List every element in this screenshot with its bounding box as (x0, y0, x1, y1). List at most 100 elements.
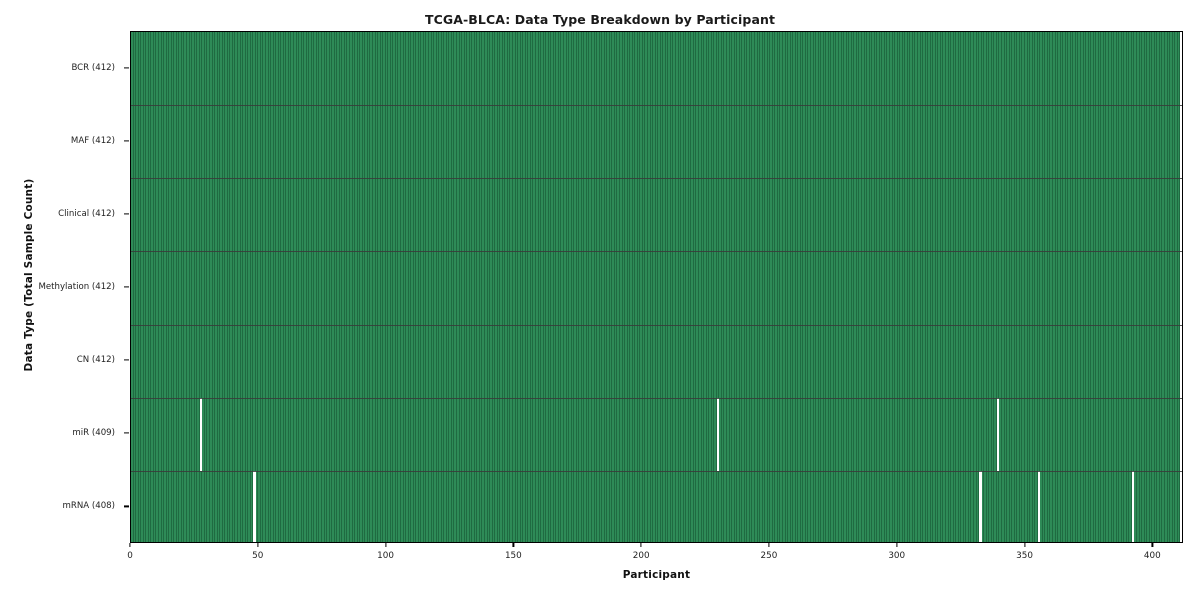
heatmap-cell-present (459, 251, 463, 325)
heatmap-cell-present (510, 178, 514, 252)
heatmap-cell-present (339, 178, 343, 252)
heatmap-cell-present (520, 251, 524, 325)
heatmap-cell-present (248, 178, 251, 252)
heatmap-cell-present (907, 32, 911, 106)
heatmap-cell-present (574, 105, 577, 179)
heatmap-cell-present (1042, 397, 1046, 471)
heatmap-cell-present (604, 324, 608, 398)
heatmap-cell-present (240, 397, 244, 471)
heatmap-cell-present (1050, 105, 1053, 179)
heatmap-cell-present (472, 470, 475, 542)
heatmap-cell-present (342, 105, 345, 179)
heatmap-cell-present (194, 397, 198, 471)
heatmap-cell-present (296, 32, 300, 106)
heatmap-cell-present (439, 397, 442, 471)
heatmap-cell-present (971, 178, 975, 252)
heatmap-cell-present (984, 251, 987, 325)
heatmap-cell-present (225, 251, 228, 325)
heatmap-cell-present (408, 178, 412, 252)
heatmap-cell-present (327, 397, 330, 471)
heatmap-cell-present (655, 397, 659, 471)
heatmap-cell-present (879, 251, 883, 325)
heatmap-cell-present (981, 397, 985, 471)
heatmap-cell-present (492, 324, 496, 398)
heatmap-cell-present (1075, 470, 1079, 542)
heatmap-cell-present (319, 397, 323, 471)
heatmap-cell-present (520, 397, 524, 471)
heatmap-cell-present (775, 251, 778, 325)
heatmap-cell-present (469, 251, 473, 325)
heatmap-cell-present (510, 397, 514, 471)
heatmap-cell-present (314, 251, 317, 325)
heatmap-cell-present (693, 105, 697, 179)
heatmap-cell-present (1096, 397, 1099, 471)
heatmap-cell-present (668, 178, 671, 252)
heatmap-cell-present (403, 470, 407, 542)
heatmap-cell-present (1175, 32, 1178, 106)
heatmap-cell-present (854, 324, 857, 398)
heatmap-cell-present (602, 178, 605, 252)
heatmap-cell-present (217, 397, 221, 471)
heatmap-cell-present (171, 324, 175, 398)
heatmap-cell-present (166, 397, 170, 471)
heatmap-cell-present (156, 324, 160, 398)
heatmap-cell-present (441, 470, 445, 542)
heatmap-cell-present (793, 105, 796, 179)
heatmap-cell-present (350, 470, 353, 542)
heatmap-cell-present (714, 470, 717, 542)
heatmap-cell-present (558, 251, 562, 325)
heatmap-cell-present (1040, 178, 1043, 252)
heatmap-cell-present (1014, 32, 1018, 106)
heatmap-cell-present (535, 324, 539, 398)
heatmap-cell-present (551, 105, 554, 179)
heatmap-cell-present (953, 251, 957, 325)
heatmap-cell-present (225, 105, 228, 179)
heatmap-cell-present (653, 324, 656, 398)
heatmap-cell-present (1035, 470, 1038, 542)
heatmap-cell-present (306, 251, 310, 325)
heatmap-cell-present (304, 178, 307, 252)
heatmap-cell-present (439, 324, 442, 398)
heatmap-cell-present (370, 105, 373, 179)
heatmap-cell-present (1147, 105, 1150, 179)
heatmap-cell-present (174, 105, 177, 179)
heatmap-cell-present (148, 470, 152, 542)
heatmap-cell-present (222, 470, 226, 542)
x-tick-label-350: 350 (1016, 551, 1033, 561)
heatmap-cell-present (670, 32, 674, 106)
heatmap-cell-present (798, 32, 801, 106)
heatmap-cell-present (831, 178, 834, 252)
heatmap-cell-present (836, 470, 840, 542)
heatmap-cell-present (131, 251, 134, 325)
heatmap-cell-present (1157, 251, 1160, 325)
heatmap-cell-present (421, 251, 424, 325)
heatmap-cell-present (900, 324, 903, 398)
heatmap-cell-present (632, 105, 636, 179)
heatmap-cell-present (360, 178, 363, 252)
heatmap-cell-present (788, 32, 791, 106)
heatmap-cell-present (161, 397, 165, 471)
heatmap-cell-present (946, 251, 949, 325)
heatmap-cell-present (187, 397, 190, 471)
heatmap-cell-present (548, 251, 552, 325)
heatmap-cell-present (413, 470, 417, 542)
heatmap-cell-present (686, 178, 689, 252)
heatmap-cell-present (984, 324, 987, 398)
heatmap-cell-present (586, 397, 590, 471)
heatmap-cell-present (910, 397, 913, 471)
heatmap-cell-present (589, 324, 592, 398)
heatmap-cell-present (1030, 324, 1033, 398)
heatmap-cell-present (841, 324, 845, 398)
heatmap-cell-present (314, 105, 317, 179)
heatmap-cell-present (548, 178, 552, 252)
heatmap-cell-present (372, 105, 376, 179)
heatmap-cell-present (637, 251, 641, 325)
heatmap-cell-present (1142, 105, 1145, 179)
heatmap-cell-present (892, 105, 896, 179)
heatmap-cell-present (360, 105, 363, 179)
heatmap-cell-present (263, 178, 266, 252)
heatmap-cell-present (561, 32, 564, 106)
x-tick-label-150: 150 (504, 551, 522, 561)
heatmap-cell-present (1152, 105, 1155, 179)
heatmap-cell-present (1144, 105, 1148, 179)
